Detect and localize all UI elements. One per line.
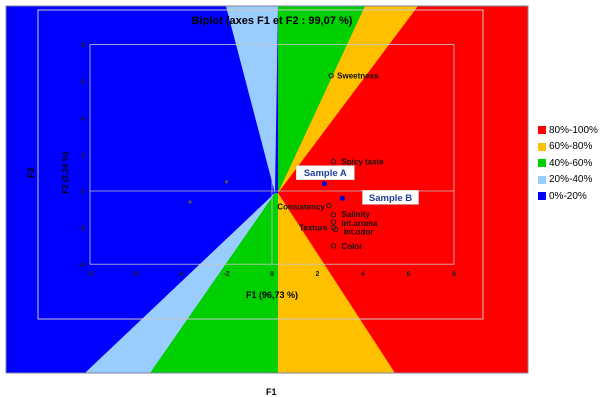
variable-label: Color xyxy=(341,242,362,251)
x-tick-label: 4 xyxy=(361,271,365,278)
variable-point xyxy=(328,73,334,79)
x-tick-label: -6 xyxy=(132,271,138,278)
legend-item: 60%-80% xyxy=(538,139,610,156)
legend-swatch xyxy=(538,175,546,184)
inner-frame xyxy=(37,9,484,320)
variable-label: Spicy taste xyxy=(341,158,384,167)
observation-label-box xyxy=(362,190,419,205)
observation-label: Sample A xyxy=(304,168,347,179)
observation-point xyxy=(339,195,346,201)
legend-swatch xyxy=(538,159,546,168)
legend-swatch xyxy=(538,126,546,135)
variable-label: Sweetness xyxy=(337,72,379,81)
x-tick-label: -2 xyxy=(223,271,229,278)
variable-label: Int.odor xyxy=(344,227,374,236)
y-tick-label: 0 xyxy=(81,189,85,196)
x-tick-label: 8 xyxy=(452,271,456,278)
legend-item: 80%-100% xyxy=(538,122,610,139)
x-tick-label: 2 xyxy=(316,271,320,278)
y-tick-label: -2 xyxy=(79,226,85,233)
variable-point xyxy=(330,159,337,165)
legend-label: 40%-60% xyxy=(549,157,593,169)
variable-point xyxy=(330,219,337,225)
chart-title: Biplot (axes F1 et F2 : 99,07 %) xyxy=(192,15,353,27)
variable-point xyxy=(330,212,337,218)
y-tick-label: 8 xyxy=(81,43,85,50)
variable-point xyxy=(330,243,337,249)
small-marker xyxy=(224,180,229,184)
legend-label: 60%-80% xyxy=(549,141,593,153)
variable-label: Salinity xyxy=(341,210,370,219)
y-tick-label: 6 xyxy=(81,79,85,86)
inner-y-axis-label: F2 (2,34 %) xyxy=(61,151,70,193)
x-tick-label: 6 xyxy=(407,271,411,278)
legend-swatch xyxy=(538,142,546,151)
y-tick-label: 2 xyxy=(81,152,85,159)
variable-point xyxy=(330,224,337,231)
x-tick-label: 0 xyxy=(270,271,274,278)
legend-label: 20%-40% xyxy=(549,174,593,186)
legend-item: 20%-40% xyxy=(538,172,610,189)
plot-axes: -8 -6 -4 -2 0 2 4 6 8 -4 -2 0 2 4 6 8 xyxy=(79,43,456,279)
zone-20-40-edge xyxy=(256,6,278,193)
x-tick-label: -8 xyxy=(87,271,93,278)
zone-40-60-lower xyxy=(150,193,278,373)
outer-x-axis-label: F1 xyxy=(266,387,277,397)
preference-zones xyxy=(5,5,529,374)
zone-0-20-overlay xyxy=(6,6,275,373)
legend-item: 0%-20% xyxy=(538,188,610,205)
outer-y-axis-label: F2 xyxy=(26,167,36,178)
outer-border xyxy=(5,5,529,374)
inner-x-axis-label: F1 (96,73 %) xyxy=(246,290,298,300)
legend-label: 0%-20% xyxy=(549,190,587,202)
variable-point xyxy=(326,202,332,209)
small-marker xyxy=(188,200,192,204)
zone-80-100 xyxy=(278,6,528,373)
legend-label: 80%-100% xyxy=(549,124,598,136)
observation-point xyxy=(321,181,327,187)
x-tick-label: -4 xyxy=(178,271,184,278)
legend-item: 40%-60% xyxy=(538,155,610,172)
observation-label: Sample B xyxy=(369,193,412,204)
y-tick-label: 4 xyxy=(81,116,85,123)
chart-legend: 80%-100% 60%-80% 40%-60% 20%-40% 0%-20% xyxy=(538,122,610,205)
legend-swatch xyxy=(538,192,546,201)
y-tick-label: -4 xyxy=(79,262,85,269)
variable-label: Int.aroma xyxy=(341,219,378,228)
observation-label-box xyxy=(296,165,355,180)
variable-label: Texture xyxy=(299,224,328,233)
variable-label: Consistency xyxy=(277,203,325,212)
